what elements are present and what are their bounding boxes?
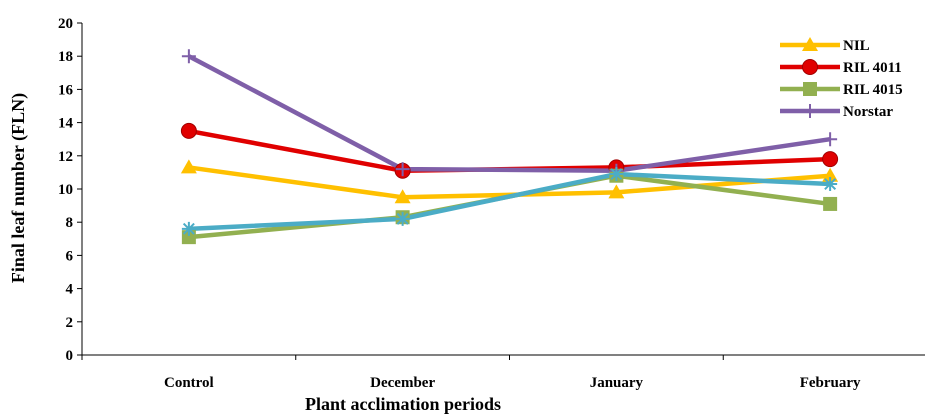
- y-tick-label: 6: [66, 248, 74, 264]
- data-point-series-5: [181, 221, 196, 236]
- y-tick-label: 8: [66, 215, 74, 231]
- y-tick-label: 10: [58, 182, 73, 198]
- legend-marker-norstar: [803, 104, 817, 118]
- series-line-series-5: [188, 171, 831, 232]
- y-tick-label: 18: [58, 49, 73, 65]
- x-axis-title: Plant acclimation periods: [305, 394, 501, 414]
- y-tick-label: 14: [58, 116, 74, 132]
- data-point-series-5: [823, 177, 838, 192]
- data-point-ril-4015: [823, 196, 838, 211]
- legend-label-ril-4011: RIL 4011: [843, 60, 902, 76]
- y-tick-label: 16: [58, 82, 74, 98]
- data-point-ril-4011: [822, 151, 839, 168]
- data-point-norstar: [181, 49, 196, 64]
- legend-label-nil: NIL: [843, 38, 870, 54]
- data-point-nil: [608, 184, 625, 199]
- data-point-norstar: [395, 162, 410, 177]
- y-axis-title: Final leaf number (FLN): [8, 93, 29, 283]
- y-tick-label: 4: [66, 282, 74, 298]
- series-line-ril-4011: [188, 128, 831, 173]
- series-line-norstar: [187, 54, 831, 173]
- data-point-ril-4011: [180, 122, 197, 139]
- x-tick-label: Control: [164, 375, 214, 391]
- legend-marker-ril-4011: [802, 59, 818, 75]
- legend-marker-nil: [802, 37, 818, 51]
- y-tick-label: 0: [66, 348, 74, 364]
- x-tick-label: December: [370, 375, 435, 391]
- y-tick-label: 12: [58, 149, 73, 165]
- data-point-norstar: [823, 132, 838, 147]
- data-point-nil: [822, 167, 839, 182]
- data-point-series-5: [609, 167, 624, 182]
- data-point-nil: [180, 159, 197, 174]
- y-tick-label: 2: [66, 315, 74, 331]
- data-point-nil: [394, 189, 411, 204]
- x-tick-label: January: [590, 375, 644, 391]
- legend-label-norstar: Norstar: [843, 104, 893, 120]
- y-tick-label: 20: [58, 16, 73, 32]
- legend-marker-ril-4015: [803, 82, 817, 96]
- legend-label-ril-4015: RIL 4015: [843, 82, 903, 98]
- x-tick-label: February: [800, 375, 861, 391]
- data-point-series-5: [395, 211, 410, 226]
